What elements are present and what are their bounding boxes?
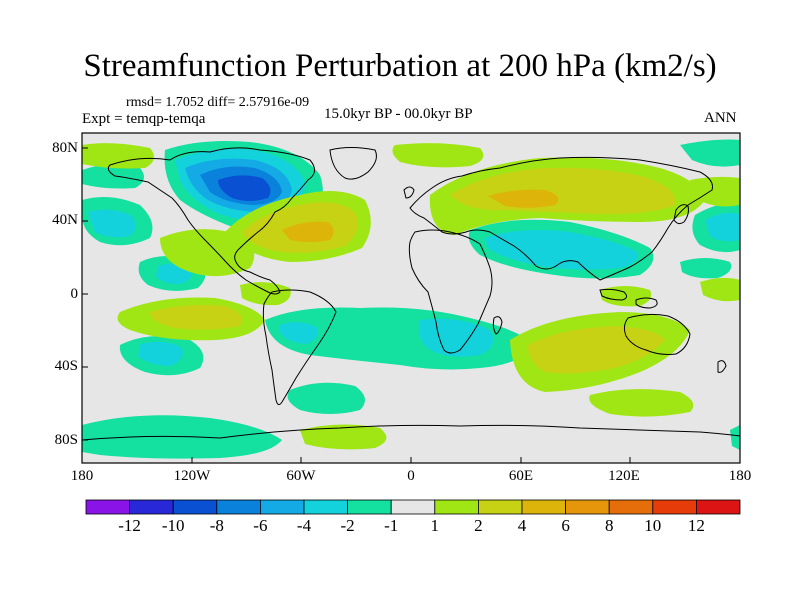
y-tick-label-0: 0 (70, 286, 79, 302)
coastline-antarctica (82, 424, 740, 441)
contour-positive-arctic-atlantic (392, 143, 484, 168)
colorbar-label: 2 (474, 516, 483, 535)
colorbar-swatch (390, 499, 436, 515)
coastline-indonesia (599, 288, 658, 309)
colorbar-label: 8 (604, 516, 614, 535)
coastline-africa (408, 229, 493, 354)
colorbar-label: -4 (296, 516, 312, 535)
contour-positive-south-pacific-inner (150, 304, 243, 330)
season-label: ANN (704, 110, 737, 126)
coastline-japan (673, 204, 689, 225)
contour-negative-na-8 (218, 175, 271, 201)
colorbar-label: -1 (384, 516, 399, 535)
y-tick-label-80n: 80N (52, 140, 78, 156)
contour-positive-antarctic-south (300, 424, 387, 450)
coastline-south-america (262, 289, 337, 406)
axis-ticks (81, 147, 741, 463)
colorbar-label: 1 (430, 516, 440, 535)
coastline-australia (623, 313, 691, 355)
contour-positive-east-pacific-north (690, 176, 740, 207)
experiment-label: Expt = temqp-temqa (82, 111, 206, 127)
contour-negative-ne-corner (680, 139, 740, 167)
y-tick-label-40n: 40N (52, 212, 78, 228)
colorbar-label: -12 (118, 516, 141, 535)
stats-line: rmsd= 1.7052 diff= 2.57916e-09 (126, 95, 310, 110)
colorbar-label: -2 (340, 516, 355, 535)
contour-negative-south-atlantic-inner (280, 322, 319, 344)
contour-positive-ne-pacific (82, 143, 154, 169)
contour-negative-npac-inner (88, 209, 136, 238)
colorbar-swatch (696, 499, 741, 515)
coastline-british-isles (403, 186, 415, 199)
colorbar-swatch (477, 499, 523, 515)
coastlines (82, 147, 740, 441)
x-tick-label-60w: 60W (286, 468, 316, 484)
anomaly-contours (82, 139, 740, 459)
coastline-new-zealand (717, 360, 727, 373)
colorbar-swatch (608, 499, 654, 515)
colorbar-label: 4 (517, 516, 527, 535)
colorbar (85, 499, 741, 515)
contour-positive-trop-se-asia (600, 286, 652, 307)
x-tick-label-180e: 180 (728, 468, 752, 484)
contour-negative-arctic (82, 164, 144, 189)
contour-positive-eurasia-4 (488, 189, 559, 208)
contour-positive-southern-ocean (589, 389, 694, 417)
y-tick-label-80s: 80S (54, 432, 78, 448)
colorbar-swatch (259, 499, 305, 515)
contour-negative-south-atlantic-lower (287, 382, 365, 414)
contour-negative-antarctic-right (730, 425, 740, 450)
coastline-madagascar (492, 316, 503, 335)
coastline-north-america (107, 147, 315, 295)
colorbar-swatch (129, 499, 174, 515)
colorbar-swatch (172, 499, 218, 515)
colorbar-swatch (565, 499, 610, 515)
colorbar-label: -10 (161, 516, 185, 535)
contour-positive-east-pacific-eq (700, 277, 740, 302)
contour-negative-east-pacific-right-inner (705, 212, 740, 242)
colorbar-swatch (521, 499, 566, 515)
period-label: 15.0kyr BP - 00.0kyr BP (324, 106, 473, 122)
colorbar-label: 10 (644, 516, 662, 535)
colorbar-swatch (434, 499, 479, 515)
colorbar-swatch (347, 499, 392, 515)
plot-title: Streamfunction Perturbation at 200 hPa (… (83, 48, 717, 84)
colorbar-label: -6 (253, 516, 268, 535)
x-tick-label-180w: 180 (70, 468, 94, 484)
contour-positive-atlantic-4 (282, 221, 334, 242)
colorbar-swatch (303, 499, 348, 515)
y-tick-label-40s: 40S (54, 358, 78, 374)
contour-positive-na-south (160, 229, 255, 277)
coastline-greenland (329, 147, 377, 180)
x-tick-label-120w: 120W (173, 468, 211, 484)
x-tick-label-120e: 120E (608, 468, 640, 484)
contour-positive-south-indian-inner (528, 326, 665, 374)
contour-negative-trop-west-pac (680, 258, 732, 279)
colorbar-label: 12 (687, 516, 705, 535)
colorbar-swatch (85, 499, 130, 515)
contour-negative-spac-inner (138, 341, 183, 366)
contour-negative-asia-inner (485, 230, 639, 270)
coastline-europe-asia (409, 156, 713, 281)
colorbar-swatch (216, 499, 261, 515)
colorbar-swatch (652, 499, 697, 515)
x-tick-label-60e: 60E (508, 468, 534, 484)
colorbar-label: -8 (209, 516, 224, 535)
x-tick-label-0: 0 (407, 468, 415, 484)
colorbar-label: 6 (561, 516, 570, 535)
